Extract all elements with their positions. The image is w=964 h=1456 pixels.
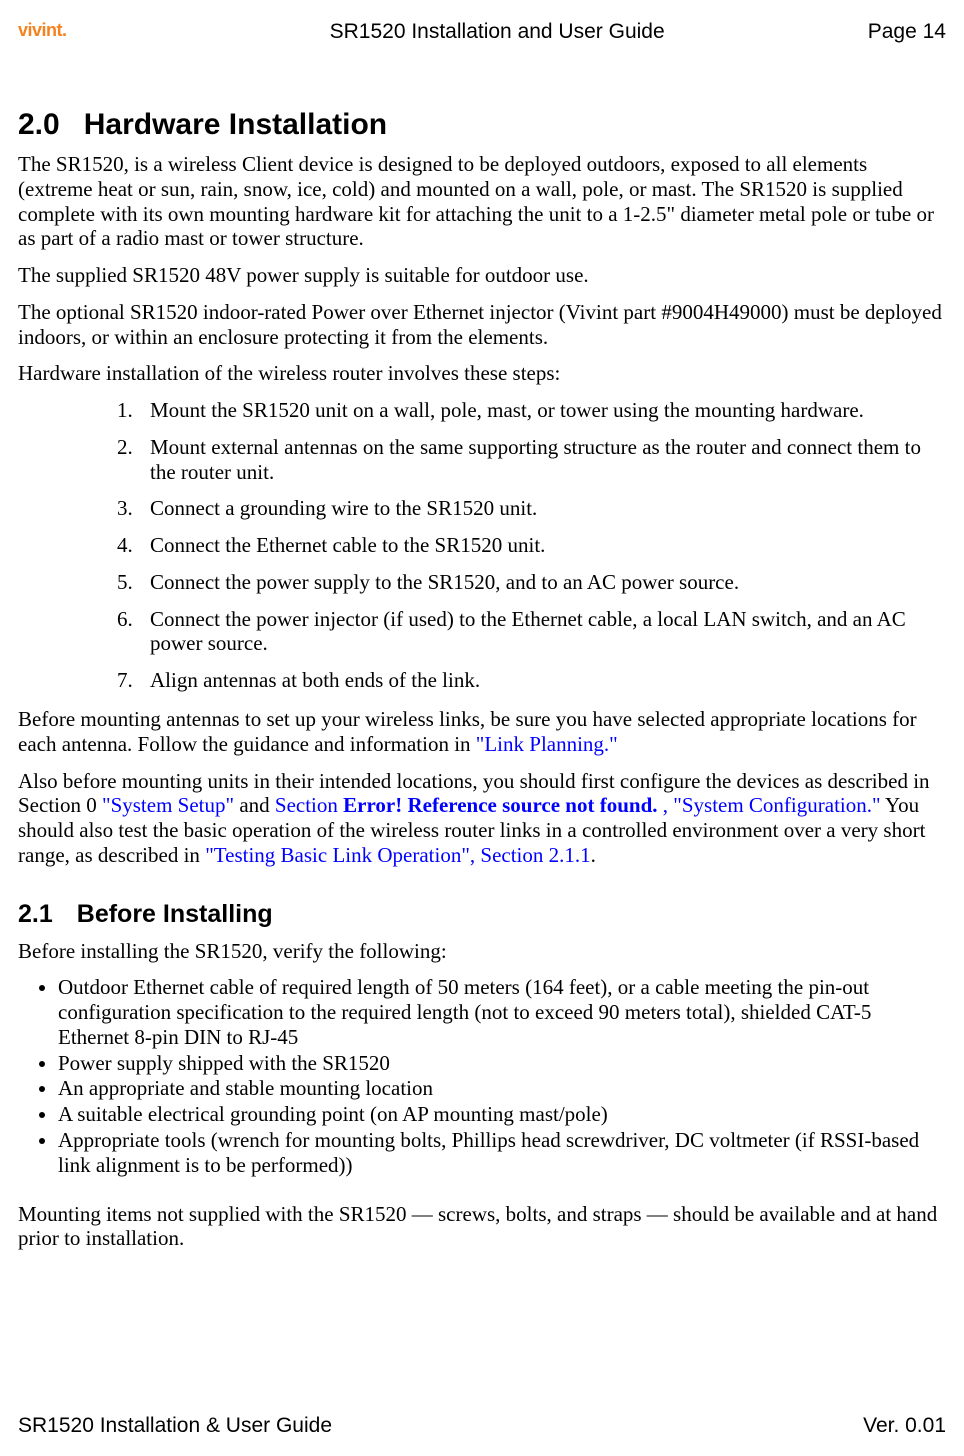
- footer-doc-title: SR1520 Installation & User Guide: [18, 1414, 332, 1438]
- list-item: A suitable electrical grounding point (o…: [58, 1102, 946, 1127]
- system-setup-ref[interactable]: "System Setup": [102, 793, 234, 817]
- system-configuration-ref[interactable]: , "System Configuration.": [663, 793, 881, 817]
- before-install-intro: Before installing the SR1520, verify the…: [18, 939, 946, 964]
- subsection-heading: 2.1 Before Installing: [18, 900, 946, 929]
- text-run: Before mounting antennas to set up your …: [18, 707, 917, 756]
- list-item: Align antennas at both ends of the link.: [138, 668, 946, 693]
- list-item: Power supply shipped with the SR1520: [58, 1051, 946, 1076]
- page-footer: SR1520 Installation & User Guide Ver. 0.…: [18, 1414, 946, 1438]
- before-mount-paragraph: Also before mounting units in their inte…: [18, 769, 946, 868]
- list-item: Mount the SR1520 unit on a wall, pole, m…: [138, 398, 946, 423]
- header-doc-title: SR1520 Installation and User Guide: [67, 20, 868, 44]
- brand-logo: vivint.: [18, 20, 67, 41]
- installation-steps-list: Mount the SR1520 unit on a wall, pole, m…: [18, 398, 946, 693]
- closing-paragraph: Mounting items not supplied with the SR1…: [18, 1202, 946, 1252]
- logo-text: vivint: [18, 20, 62, 40]
- header-page-number: Page 14: [868, 20, 946, 44]
- section-title: Hardware Installation: [84, 108, 387, 141]
- testing-basic-link-ref[interactable]: "Testing Basic Link Operation", Section …: [205, 843, 590, 867]
- subsection-number: 2.1: [18, 900, 53, 928]
- list-item: Connect a grounding wire to the SR1520 u…: [138, 496, 946, 521]
- text-run: and: [234, 793, 275, 817]
- section-heading: 2.0 Hardware Installation: [18, 108, 946, 142]
- section-number: 2.0: [18, 108, 60, 141]
- subsection-title: Before Installing: [77, 900, 273, 928]
- intro-paragraph: The SR1520, is a wireless Client device …: [18, 152, 946, 251]
- page-header: vivint. SR1520 Installation and User Gui…: [18, 20, 946, 44]
- before-mount-paragraph: Before mounting antennas to set up your …: [18, 707, 946, 757]
- list-item: Connect the power injector (if used) to …: [138, 607, 946, 657]
- intro-paragraph: The supplied SR1520 48V power supply is …: [18, 263, 946, 288]
- list-item: Mount external antennas on the same supp…: [138, 435, 946, 485]
- section-ref[interactable]: Section: [275, 793, 343, 817]
- list-item: An appropriate and stable mounting locat…: [58, 1076, 946, 1101]
- verify-list: Outdoor Ethernet cable of required lengt…: [18, 975, 946, 1177]
- list-item: Connect the power supply to the SR1520, …: [138, 570, 946, 595]
- list-item: Outdoor Ethernet cable of required lengt…: [58, 975, 946, 1049]
- list-item: Appropriate tools (wrench for mounting b…: [58, 1128, 946, 1178]
- text-run: .: [591, 843, 596, 867]
- intro-paragraph: The optional SR1520 indoor-rated Power o…: [18, 300, 946, 350]
- link-planning-ref[interactable]: "Link Planning.": [476, 732, 618, 756]
- footer-version: Ver. 0.01: [863, 1414, 946, 1438]
- intro-paragraph: Hardware installation of the wireless ro…: [18, 361, 946, 386]
- broken-reference-error: Error! Reference source not found.: [343, 793, 663, 817]
- list-item: Connect the Ethernet cable to the SR1520…: [138, 533, 946, 558]
